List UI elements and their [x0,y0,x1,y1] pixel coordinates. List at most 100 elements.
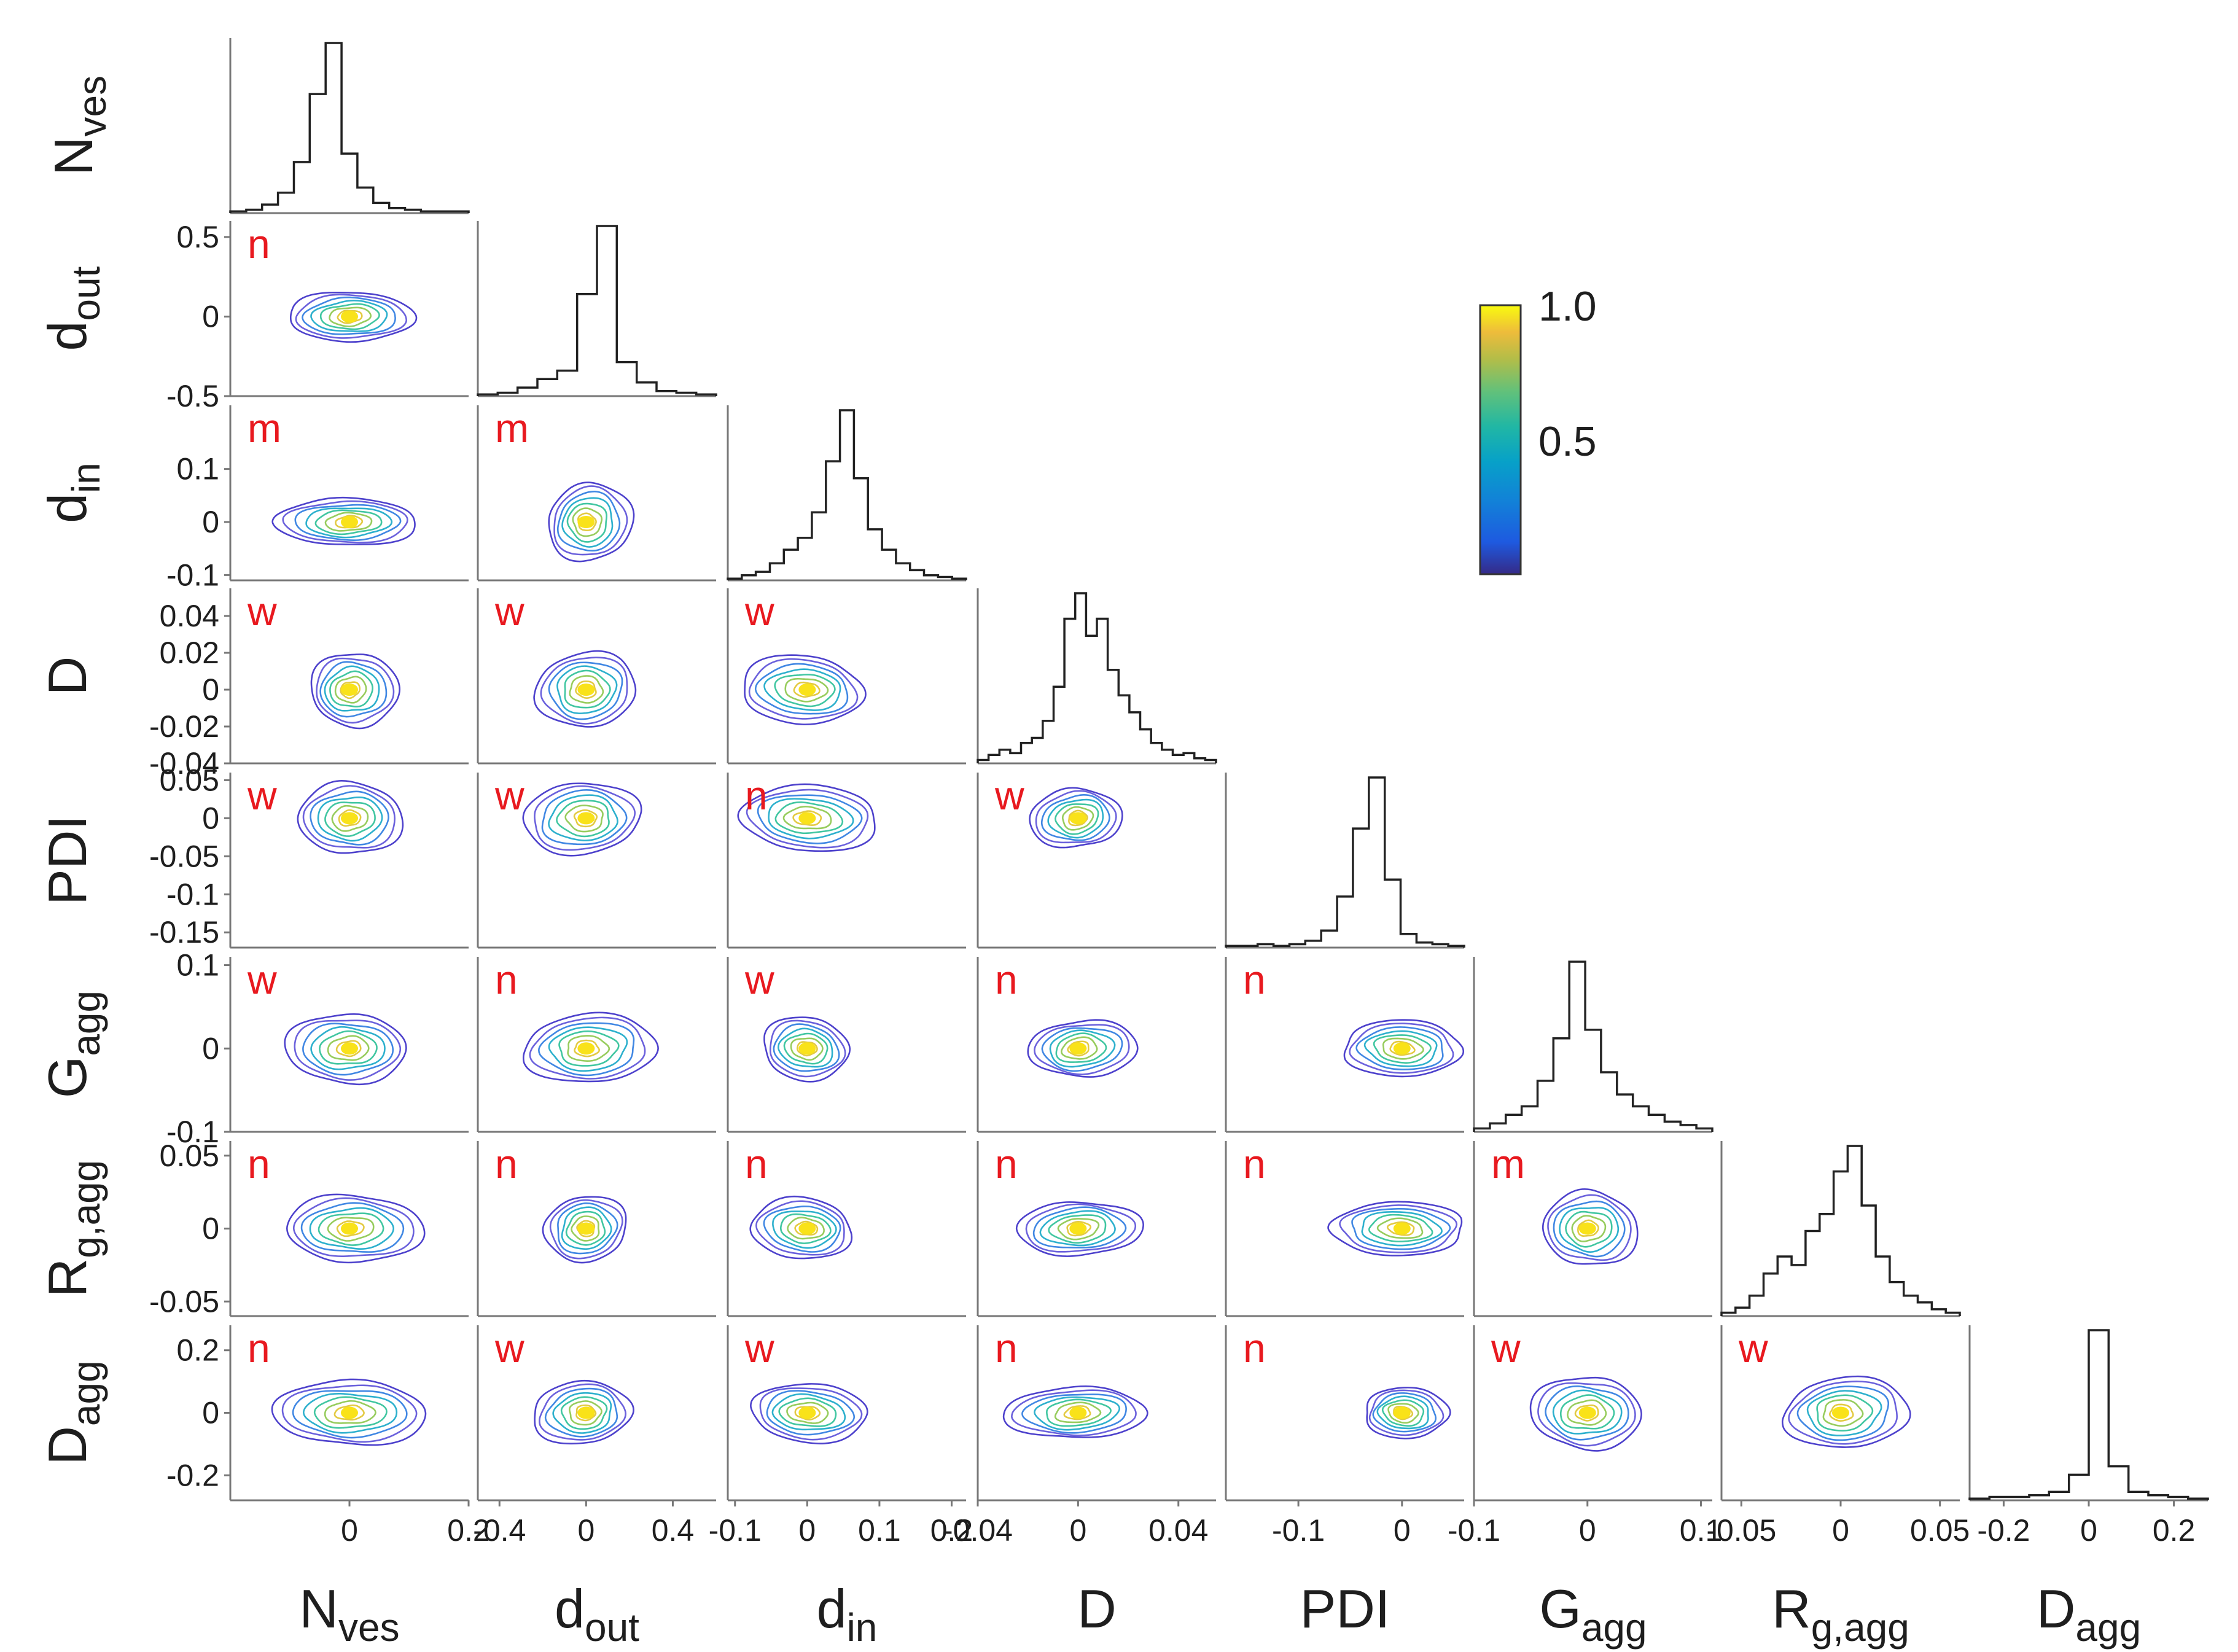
x-tick-label: 0.04 [1148,1513,1208,1548]
density-contour-level-1 [737,783,876,852]
correlation-letter: n [745,1141,768,1186]
density-contour-level-4 [561,1206,612,1250]
correlation-letter: w [494,773,524,818]
density-contour-level-5 [566,502,608,543]
density-contour-level-4 [548,1026,628,1072]
density-contour-level-2 [1788,1381,1898,1445]
density-contour-level-4 [548,794,618,841]
correlation-letter: w [494,1325,524,1371]
x-tick-label: 0 [341,1513,358,1548]
x-axis-label-din: din [817,1578,878,1650]
density-contour-level-1 [1781,1375,1911,1448]
contour-panel-Gagg-vs-din: w [727,957,966,1133]
contour-panel-Rgagg-vs-Gagg: m [1473,1141,1712,1317]
density-contour-level-2 [1339,1204,1458,1253]
density-contour-level-1 [750,1383,868,1444]
density-contour-level-5 [1381,1399,1425,1427]
density-contour-level-2 [316,657,395,724]
correlation-letter: n [248,221,270,267]
density-contour-level-7 [796,1041,818,1057]
y-axis-label-Dagg: Dagg [37,1360,108,1465]
x-axis-label-Nves: Nves [299,1578,399,1650]
density-peak [1393,1042,1411,1055]
density-contour-level-5 [318,1212,384,1246]
density-contour-level-7 [338,809,362,827]
contour-panel-din-vs-dout: m [477,405,716,582]
density-contour-level-3 [541,789,628,846]
density-contour-level-3 [556,491,621,552]
density-contour-level-5 [778,1397,837,1427]
density-contour-level-4 [1361,1211,1443,1247]
density-contour-level-5 [556,800,610,838]
x-tick-label: 0.1 [858,1513,901,1548]
histogram-steps [477,225,717,396]
density-contour-level-6 [1376,1217,1424,1239]
density-contour-level-5 [329,670,373,707]
y-tick-label: -0.04 [149,746,219,781]
x-axis-label-PDI: PDI [1300,1578,1390,1639]
x-tick-label: 0 [1579,1513,1596,1548]
contour-panel-Dagg-vs-PDI: n [1225,1325,1464,1502]
density-contour-level-6 [1382,1037,1424,1060]
correlation-letter: w [744,957,774,1002]
density-contour-level-7 [336,1220,365,1237]
density-contour-level-4 [1376,1395,1429,1430]
density-peak [577,516,595,528]
density-contour-level-7 [1067,1040,1090,1057]
density-contour-level-4 [1552,1389,1623,1435]
density-contour-level-7 [1828,1403,1854,1422]
density-contour-level-6 [1061,1036,1098,1060]
y-tick-label: -0.1 [166,558,219,592]
density-contour-level-5 [1055,803,1099,835]
density-contour-level-2 [746,789,869,849]
histogram-panel-Rgagg [1720,1141,1961,1317]
colorbar-tick-label-mid: 0.5 [1538,418,1597,465]
density-peak [341,1222,358,1235]
density-contour-level-3 [754,663,849,715]
x-tick-label: 0 [798,1513,816,1548]
density-contour-level-6 [782,805,832,830]
correlation-letter: n [995,1141,1018,1186]
density-contour-level-6 [784,677,829,703]
density-contour-level-4 [324,665,380,712]
y-tick-label: 0 [202,299,219,333]
density-contour-level-1 [533,650,637,728]
density-contour-level-1 [310,653,401,730]
density-contour-level-1 [1529,1376,1642,1452]
density-peak [1393,1406,1411,1419]
density-contour-level-1 [297,780,404,854]
contour-panel-Dagg-vs-Gagg: w [1473,1325,1712,1502]
correlation-letter: w [994,773,1024,818]
histogram-panel-PDI [1225,773,1465,949]
density-contour-level-2 [549,1199,623,1260]
density-contour-level-4 [771,1393,846,1431]
density-contour-level-2 [1034,1024,1130,1075]
density-contour-level-7 [340,681,361,699]
y-axis-label-PDI: PDI [37,815,98,905]
y-tick-label: -0.1 [166,1115,219,1149]
density-contour-level-7 [573,809,598,828]
x-tick-label: 0.4 [652,1513,695,1548]
density-contour-level-3 [1032,1206,1127,1249]
y-tick-label: 0 [202,1396,219,1430]
density-contour-level-5 [314,509,383,536]
density-contour-level-1 [1029,787,1123,849]
contour-panel-Dagg-vs-dout: w [477,1325,716,1502]
density-contour-level-4 [1806,1390,1882,1436]
density-contour-level-7 [793,681,821,698]
correlation-letter: w [494,588,524,634]
x-tick-label: 0.05 [1910,1513,1970,1548]
correlation-letter: w [247,773,277,818]
y-tick-label: -0.15 [149,915,219,949]
y-tick-label: 0.1 [176,452,219,486]
density-contour-level-7 [335,1040,362,1058]
y-axis-label-din: din [37,462,108,523]
histogram-panel-dout [477,221,717,397]
density-contour-level-5 [1055,1032,1107,1063]
correlation-letter: n [1243,1325,1266,1371]
y-tick-label: 0.02 [160,636,219,670]
plot-layer: n m m w w w w w n w w n w n n n n n n n m n w w n n w w [229,38,2209,1502]
x-tick-label: -0.04 [943,1513,1013,1548]
density-contour-level-6 [787,1217,825,1240]
density-contour-level-4 [1049,1029,1116,1068]
